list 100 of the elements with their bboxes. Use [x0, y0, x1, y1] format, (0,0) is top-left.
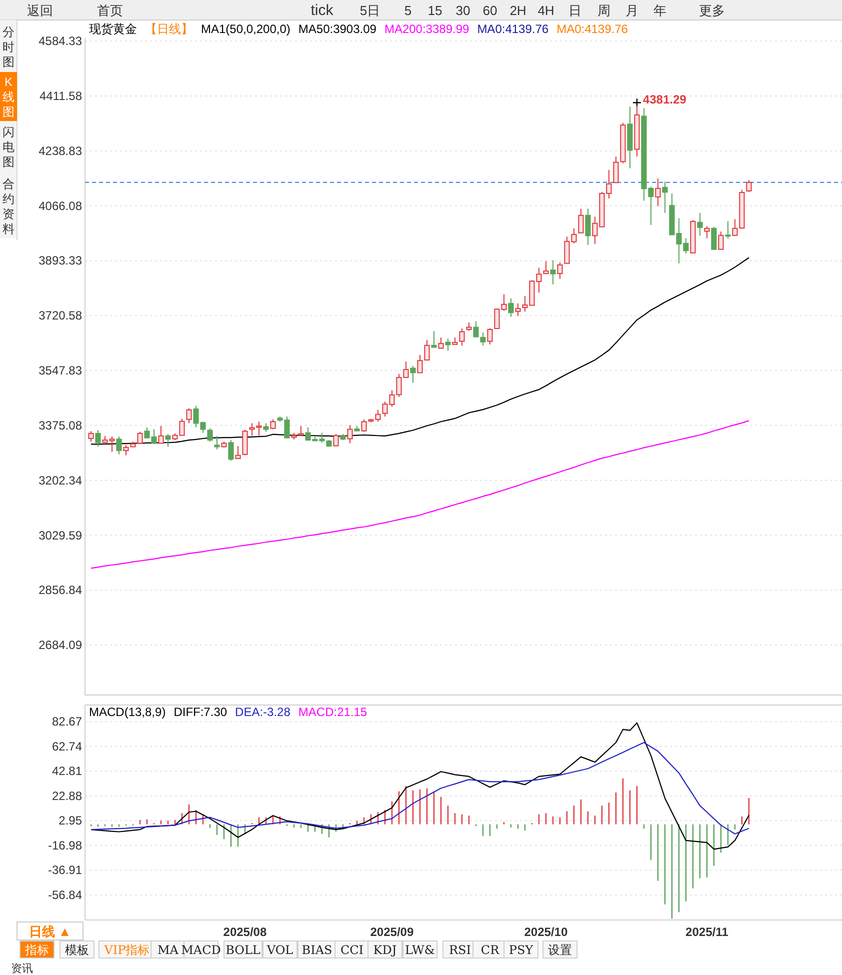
- legend-title: MACD(13,8,9): [89, 705, 166, 719]
- text: LW&: [405, 943, 436, 957]
- legend-title: MA1(50,0,200,0): [201, 22, 290, 36]
- line-series: [90, 742, 750, 834]
- text: VOL: [266, 943, 294, 957]
- text: 年: [654, 3, 666, 18]
- candlestick: [711, 226, 717, 250]
- y-tick-label: 2.95: [58, 814, 82, 828]
- y-tick-label: 82.67: [52, 714, 82, 729]
- y-tick-label: 3202.34: [38, 473, 82, 488]
- y-tick-label: 4238.83: [38, 144, 82, 158]
- candlestick: [662, 181, 668, 214]
- x-tick-label: 2025/08: [223, 925, 267, 939]
- y-tick-label: 22.88: [52, 788, 82, 803]
- y-tick-label: 2856.84: [38, 583, 82, 598]
- chart-title: 现货黄金: [89, 22, 137, 36]
- text: 5: [404, 3, 412, 18]
- text: 指标: [24, 943, 49, 957]
- candlestick: [228, 440, 234, 462]
- text: 2H: [510, 3, 526, 18]
- candlestick: [746, 180, 752, 192]
- candlestick: [165, 434, 171, 448]
- candlestick: [270, 418, 276, 430]
- y-tick-label: 62.74: [52, 739, 82, 754]
- y-tick-label: -36.91: [48, 863, 82, 878]
- candlestick: [438, 336, 444, 349]
- y-tick-label: 3375.08: [38, 418, 82, 432]
- text: 日线 ▲: [28, 924, 72, 939]
- text: CR: [480, 943, 500, 957]
- candlestick: [655, 178, 661, 207]
- candlestick: [725, 220, 731, 240]
- candlestick: [431, 330, 437, 348]
- candlestick: [242, 429, 248, 456]
- text: MA200:3389.99: [384, 22, 470, 36]
- y-tick-label: 42.81: [52, 764, 82, 778]
- text: 4H: [538, 3, 554, 18]
- text: KDJ: [373, 943, 397, 957]
- text: 模板: [65, 943, 89, 957]
- text: 分时图: [2, 25, 14, 69]
- text: 闪电图: [2, 125, 14, 169]
- y-tick-label: -56.84: [48, 888, 82, 902]
- text: BOLL: [226, 943, 260, 957]
- y-tick-label: 4411.58: [40, 88, 82, 103]
- text: MA0:4139.76: [477, 22, 549, 36]
- y-tick-label: 3547.83: [38, 364, 82, 378]
- text: 60: [482, 3, 498, 18]
- y-tick-label: 4066.08: [38, 198, 82, 213]
- candlestick: [459, 328, 465, 346]
- y-tick-label: -16.98: [48, 838, 82, 852]
- text: CCI: [340, 943, 364, 957]
- candlestick: [578, 208, 584, 234]
- x-tick-label: 2025/11: [686, 925, 729, 939]
- x-tick-label: 2025/09: [370, 925, 414, 939]
- text: 5日: [360, 3, 380, 18]
- annotation: MACD:21.15: [298, 705, 368, 719]
- y-tick-label: 3893.33: [38, 254, 82, 268]
- text: MA: [158, 943, 179, 957]
- candlestick: [697, 212, 703, 236]
- text: 首页: [97, 3, 123, 18]
- candlestick: [95, 430, 101, 448]
- candlestick: [613, 156, 619, 184]
- y-tick-label: 2684.09: [38, 638, 82, 652]
- text: RSI: [449, 943, 472, 957]
- y-tick-label: 4584.33: [38, 34, 82, 48]
- text: BIAS: [302, 943, 332, 957]
- text: tick: [310, 2, 334, 19]
- annotation: 4381.29: [642, 92, 687, 107]
- text: 周: [598, 3, 610, 18]
- text: MA0:4139.76: [556, 22, 628, 36]
- candlestick: [186, 408, 192, 424]
- line-series: [90, 420, 750, 569]
- chart-subtitle: 【日线】: [145, 22, 193, 36]
- text: 15: [428, 3, 442, 18]
- candlestick: [557, 262, 563, 280]
- candlestick: [88, 430, 94, 442]
- candlestick: [410, 366, 416, 384]
- candlestick: [158, 426, 164, 444]
- candlestick: [214, 435, 220, 450]
- text: 资讯: [11, 963, 33, 975]
- text: 设置: [548, 943, 572, 957]
- text: DIFF:7.30: [174, 705, 228, 719]
- y-tick-label: 3029.59: [38, 528, 82, 542]
- text: PSY: [508, 943, 534, 957]
- text: 30: [456, 3, 470, 18]
- candlestick: [718, 231, 724, 250]
- text: DEA:-3.28: [235, 705, 291, 719]
- text: VIP指标: [103, 943, 150, 957]
- candlestick: [235, 446, 241, 460]
- candlestick: [487, 328, 493, 345]
- text: 月: [626, 3, 638, 18]
- candlestick: [333, 434, 339, 447]
- candlestick: [704, 226, 710, 239]
- candlestick: [585, 208, 591, 246]
- candlestick: [445, 338, 451, 352]
- text: MA50:3903.09: [298, 22, 377, 36]
- candlestick: [347, 424, 353, 444]
- candlestick: [116, 436, 122, 455]
- candlestick: [550, 260, 556, 285]
- candlestick: [515, 302, 521, 317]
- text: K线图: [2, 75, 14, 119]
